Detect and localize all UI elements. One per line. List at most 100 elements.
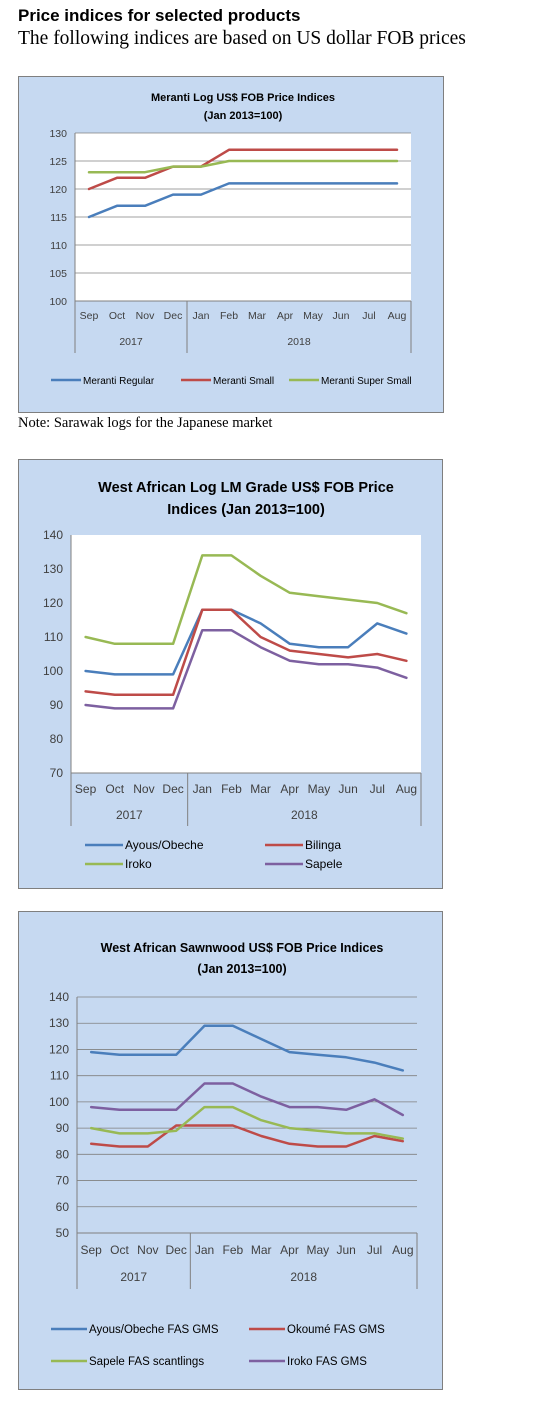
west-african-log-y-tick-label: 80 xyxy=(50,732,64,746)
west-african-sawnwood-chart-svg: West African Sawnwood US$ FOB Price Indi… xyxy=(49,941,418,1368)
sawnwood-x-tick-label: Apr xyxy=(280,1243,299,1257)
chart-note: Note: Sarawak logs for the Japanese mark… xyxy=(18,415,273,431)
meranti-legend-label: Meranti Super Small xyxy=(321,376,412,387)
sawnwood-y-tick-label: 80 xyxy=(56,1147,70,1161)
meranti-x-tick-label: Oct xyxy=(109,310,125,322)
sawnwood-x-tick-label: Oct xyxy=(110,1243,129,1257)
west-african-log-y-tick-label: 70 xyxy=(50,766,64,780)
meranti-x-tick-label: Mar xyxy=(248,310,267,322)
west-african-sawnwood-chart: West African Sawnwood US$ FOB Price Indi… xyxy=(18,911,443,1390)
sawnwood-y-tick-label: 130 xyxy=(49,1016,69,1030)
west-african-log-x-tick-label: Sep xyxy=(75,782,97,796)
west-african-log-chart-title: Indices (Jan 2013=100) xyxy=(167,502,325,518)
meranti-year-label: 2017 xyxy=(119,336,143,348)
page-subheading: The following indices are based on US do… xyxy=(18,28,466,49)
sawnwood-series-line-2 xyxy=(89,1124,405,1148)
sawnwood-x-tick-label: Nov xyxy=(137,1243,158,1257)
meranti-y-tick-label: 105 xyxy=(49,268,67,280)
west-african-log-series-line-2 xyxy=(84,608,408,697)
west-african-log-x-tick-label: Apr xyxy=(280,782,299,796)
west-african-log-series-line-1 xyxy=(84,608,408,676)
sawnwood-x-tick-label: May xyxy=(306,1243,329,1257)
meranti-y-tick-label: 115 xyxy=(50,212,67,224)
sawnwood-legend-label: Ayous/Obeche FAS GMS xyxy=(89,1324,219,1336)
meranti-series-line-1 xyxy=(87,182,399,219)
west-african-log-year-label: 2018 xyxy=(291,808,318,822)
sawnwood-x-tick-label: Mar xyxy=(251,1243,272,1257)
west-african-log-y-tick-label: 130 xyxy=(43,562,63,576)
west-african-log-y-tick-label: 140 xyxy=(43,528,63,542)
sawnwood-y-tick-label: 50 xyxy=(56,1226,70,1240)
sawnwood-x-tick-label: Feb xyxy=(222,1243,243,1257)
west-african-log-x-tick-label: Jun xyxy=(338,782,357,796)
meranti-log-chart-svg: Meranti Log US$ FOB Price Indices (Jan 20… xyxy=(49,92,412,387)
west-african-log-series-line-3 xyxy=(84,554,408,646)
sawnwood-year-label: 2017 xyxy=(120,1270,147,1284)
sawnwood-x-tick-label: Jul xyxy=(367,1243,382,1257)
meranti-x-tick-label: May xyxy=(303,310,324,322)
west-african-log-x-tick-label: Jan xyxy=(193,782,212,796)
sawnwood-series-line-1 xyxy=(89,1024,405,1072)
meranti-y-tick-label: 120 xyxy=(49,184,67,196)
meranti-x-tick-label: Feb xyxy=(220,310,238,322)
sawnwood-y-tick-label: 90 xyxy=(56,1121,70,1135)
sawnwood-x-tick-label: Dec xyxy=(165,1243,186,1257)
meranti-x-tick-label: Apr xyxy=(277,310,294,322)
meranti-series-line-3 xyxy=(87,159,399,174)
west-african-log-x-tick-label: Jul xyxy=(370,782,385,796)
west-african-log-x-tick-label: May xyxy=(308,782,331,796)
meranti-x-tick-label: Sep xyxy=(80,310,99,322)
sawnwood-chart-title: West African Sawnwood US$ FOB Price Indi… xyxy=(101,941,384,955)
west-african-log-y-tick-label: 120 xyxy=(43,596,63,610)
sawnwood-x-tick-label: Aug xyxy=(392,1243,413,1257)
west-african-log-chart: West African Log LM Grade US$ FOB Price I… xyxy=(18,459,443,889)
west-african-log-x-tick-label: Mar xyxy=(250,782,271,796)
sawnwood-y-tick-label: 110 xyxy=(50,1069,69,1083)
meranti-y-tick-label: 100 xyxy=(49,296,67,308)
meranti-chart-title: (Jan 2013=100) xyxy=(204,110,283,122)
meranti-y-tick-label: 130 xyxy=(49,128,67,140)
meranti-x-tick-label: Aug xyxy=(388,310,407,322)
west-african-log-y-tick-label: 90 xyxy=(50,698,64,712)
sawnwood-x-tick-label: Jun xyxy=(336,1243,355,1257)
west-african-log-plot-area xyxy=(71,535,421,773)
meranti-x-tick-label: Jan xyxy=(193,310,210,322)
sawnwood-series-line-3 xyxy=(89,1105,405,1140)
meranti-year-label: 2018 xyxy=(287,336,311,348)
west-african-log-y-tick-label: 100 xyxy=(43,664,63,678)
meranti-x-tick-label: Jul xyxy=(362,310,375,322)
sawnwood-series-line-4 xyxy=(89,1082,405,1117)
sawnwood-y-tick-label: 120 xyxy=(49,1042,69,1056)
meranti-x-tick-label: Jun xyxy=(333,310,350,322)
west-african-log-year-label: 2017 xyxy=(116,808,143,822)
west-african-log-legend-label: Iroko xyxy=(125,857,152,871)
sawnwood-year-label: 2018 xyxy=(290,1270,317,1284)
page-heading: Price indices for selected products xyxy=(18,6,301,25)
meranti-x-tick-label: Dec xyxy=(164,310,183,322)
west-african-log-x-tick-label: Nov xyxy=(133,782,154,796)
sawnwood-legend-label: Okoumé FAS GMS xyxy=(287,1324,385,1336)
west-african-log-chart-title: West African Log LM Grade US$ FOB Price xyxy=(98,480,394,496)
sawnwood-y-tick-label: 60 xyxy=(56,1200,70,1214)
meranti-y-tick-label: 110 xyxy=(50,240,67,252)
sawnwood-chart-title: (Jan 2013=100) xyxy=(197,962,286,976)
meranti-series-line-2 xyxy=(87,148,399,191)
sawnwood-x-tick-label: Jan xyxy=(195,1243,214,1257)
west-african-log-legend-label: Ayous/Obeche xyxy=(125,838,204,852)
meranti-log-chart: Meranti Log US$ FOB Price Indices (Jan 20… xyxy=(18,76,444,413)
west-african-log-legend-label: Bilinga xyxy=(305,838,341,852)
sawnwood-y-tick-label: 70 xyxy=(56,1174,70,1188)
sawnwood-y-tick-label: 100 xyxy=(49,1095,69,1109)
meranti-chart-title: Meranti Log US$ FOB Price Indices xyxy=(151,92,335,104)
meranti-legend-label: Meranti Regular xyxy=(83,376,155,387)
sawnwood-x-tick-label: Sep xyxy=(80,1243,102,1257)
west-african-log-x-tick-label: Aug xyxy=(396,782,417,796)
west-african-log-x-tick-label: Oct xyxy=(105,782,124,796)
west-african-log-y-tick-label: 110 xyxy=(44,630,63,644)
meranti-x-tick-label: Nov xyxy=(136,310,155,322)
west-african-log-series-line-4 xyxy=(84,628,408,710)
west-african-log-legend-label: Sapele xyxy=(305,857,343,871)
meranti-legend-label: Meranti Small xyxy=(213,376,274,387)
sawnwood-legend-label: Iroko FAS GMS xyxy=(287,1356,367,1368)
west-african-log-x-tick-label: Dec xyxy=(162,782,183,796)
